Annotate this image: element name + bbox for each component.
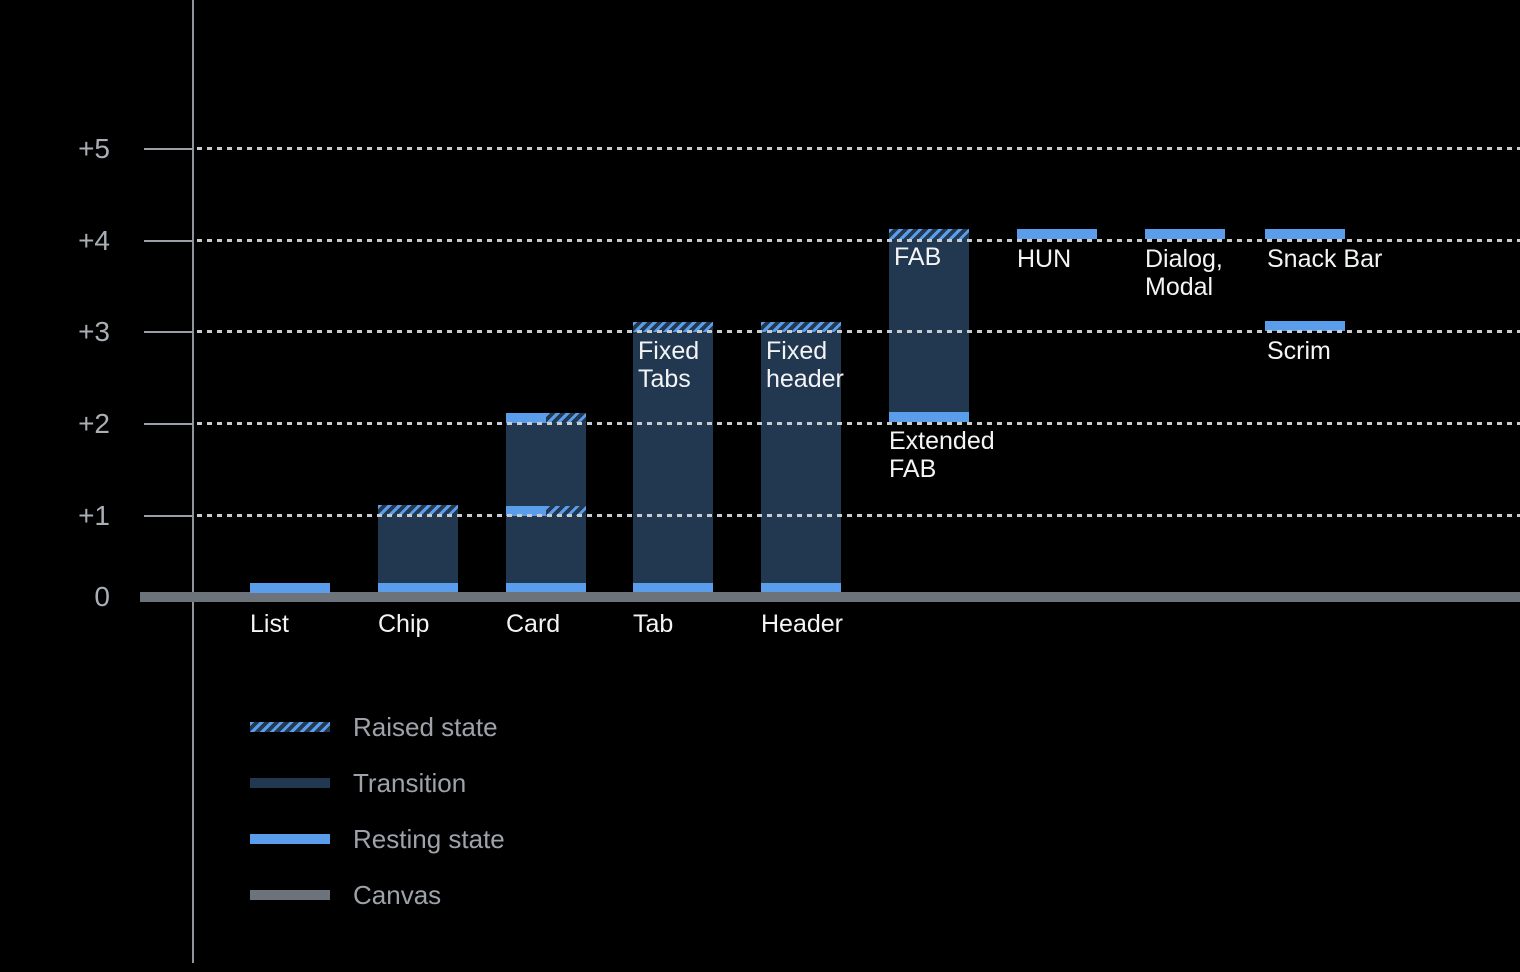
- bar-scrim-resting-band: [1265, 321, 1345, 331]
- y-tick-plus-3: [144, 331, 193, 333]
- gridline-plus-5: [197, 147, 1520, 150]
- x-label-tab: Tab: [633, 610, 674, 638]
- bar-card-band-plus-1-resting-half: [506, 506, 546, 516]
- bar-card-band-plus-2-raised-half: [546, 413, 586, 423]
- legend-swatch-raised-state: [250, 722, 330, 732]
- bar-fab: [889, 229, 969, 422]
- canvas-baseline: [140, 592, 1520, 602]
- label-fixed-tabs: Fixed Tabs: [638, 337, 700, 393]
- y-tick-plus-5: [144, 148, 193, 150]
- label-snack-bar: Snack Bar: [1267, 245, 1383, 273]
- bar-card-resting-band: [506, 583, 586, 593]
- y-axis-label-plus-3: +3: [78, 316, 110, 347]
- label-scrim: Scrim: [1267, 337, 1331, 365]
- legend-label-raised-state: Raised state: [353, 712, 498, 742]
- label-fab: FAB: [894, 243, 942, 271]
- x-label-card: Card: [506, 610, 561, 638]
- y-axis-label-0: 0: [94, 581, 110, 612]
- legend-swatch-transition: [250, 778, 330, 788]
- y-tick-plus-4: [144, 240, 193, 242]
- bar-card-band-plus-2: [506, 413, 586, 423]
- y-axis-label-plus-4: +4: [78, 225, 110, 256]
- legend-item-transition: Transition: [250, 768, 466, 798]
- gridline-plus-4: [197, 239, 1520, 242]
- bar-snack-bar-resting-band: [1265, 229, 1345, 239]
- y-axis-line: [192, 0, 194, 963]
- legend-item-raised-state: Raised state: [250, 712, 498, 742]
- bar-chip: [378, 505, 458, 593]
- y-axis-label-plus-5: +5: [78, 133, 110, 164]
- legend-label-transition: Transition: [353, 768, 467, 798]
- bar-card-band-plus-1-raised-half: [546, 506, 586, 516]
- bar-tab-raised-band: [633, 322, 713, 332]
- label-hun: HUN: [1017, 245, 1072, 273]
- y-tick-plus-2: [144, 423, 193, 425]
- gridline-plus-1: [197, 514, 1520, 517]
- bar-card: [506, 413, 586, 593]
- bar-hun-resting-band: [1017, 229, 1097, 239]
- bar-card-band-plus-2-resting-half: [506, 413, 546, 423]
- label-extended-fab: Extended FAB: [889, 427, 995, 483]
- x-label-list: List: [250, 610, 289, 638]
- bar-list-resting-band: [250, 583, 330, 593]
- legend-item-canvas: Canvas: [250, 880, 441, 910]
- y-axis-label-plus-2: +2: [78, 408, 110, 439]
- x-label-header: Header: [761, 610, 843, 638]
- legend-swatch-resting-state: [250, 834, 330, 844]
- legend-label-resting-state: Resting state: [353, 824, 505, 854]
- gridline-plus-3: [197, 330, 1520, 333]
- bar-chip-raised-band: [378, 505, 458, 515]
- bar-chip-resting-band: [378, 583, 458, 593]
- gridline-plus-2: [197, 422, 1520, 425]
- legend-item-resting-state: Resting state: [250, 824, 505, 854]
- bar-tab: [633, 322, 713, 593]
- bar-tab-resting-band: [633, 583, 713, 593]
- bar-header: [761, 322, 841, 593]
- bar-fab-raised-band: [889, 229, 969, 239]
- bar-card-band-plus-1: [506, 506, 586, 516]
- y-tick-plus-1: [144, 515, 193, 517]
- y-axis-label-plus-1: +1: [78, 500, 110, 531]
- label-dialog-modal: Dialog, Modal: [1145, 245, 1223, 301]
- bar-dialog-modal-resting-band: [1145, 229, 1225, 239]
- legend-swatch-canvas: [250, 890, 330, 900]
- x-label-chip: Chip: [378, 610, 430, 638]
- bar-header-resting-band: [761, 583, 841, 593]
- bar-header-raised-band: [761, 322, 841, 332]
- label-fixed-header: Fixed header: [766, 337, 844, 393]
- bar-fab-resting-band: [889, 412, 969, 422]
- legend-label-canvas: Canvas: [353, 880, 442, 910]
